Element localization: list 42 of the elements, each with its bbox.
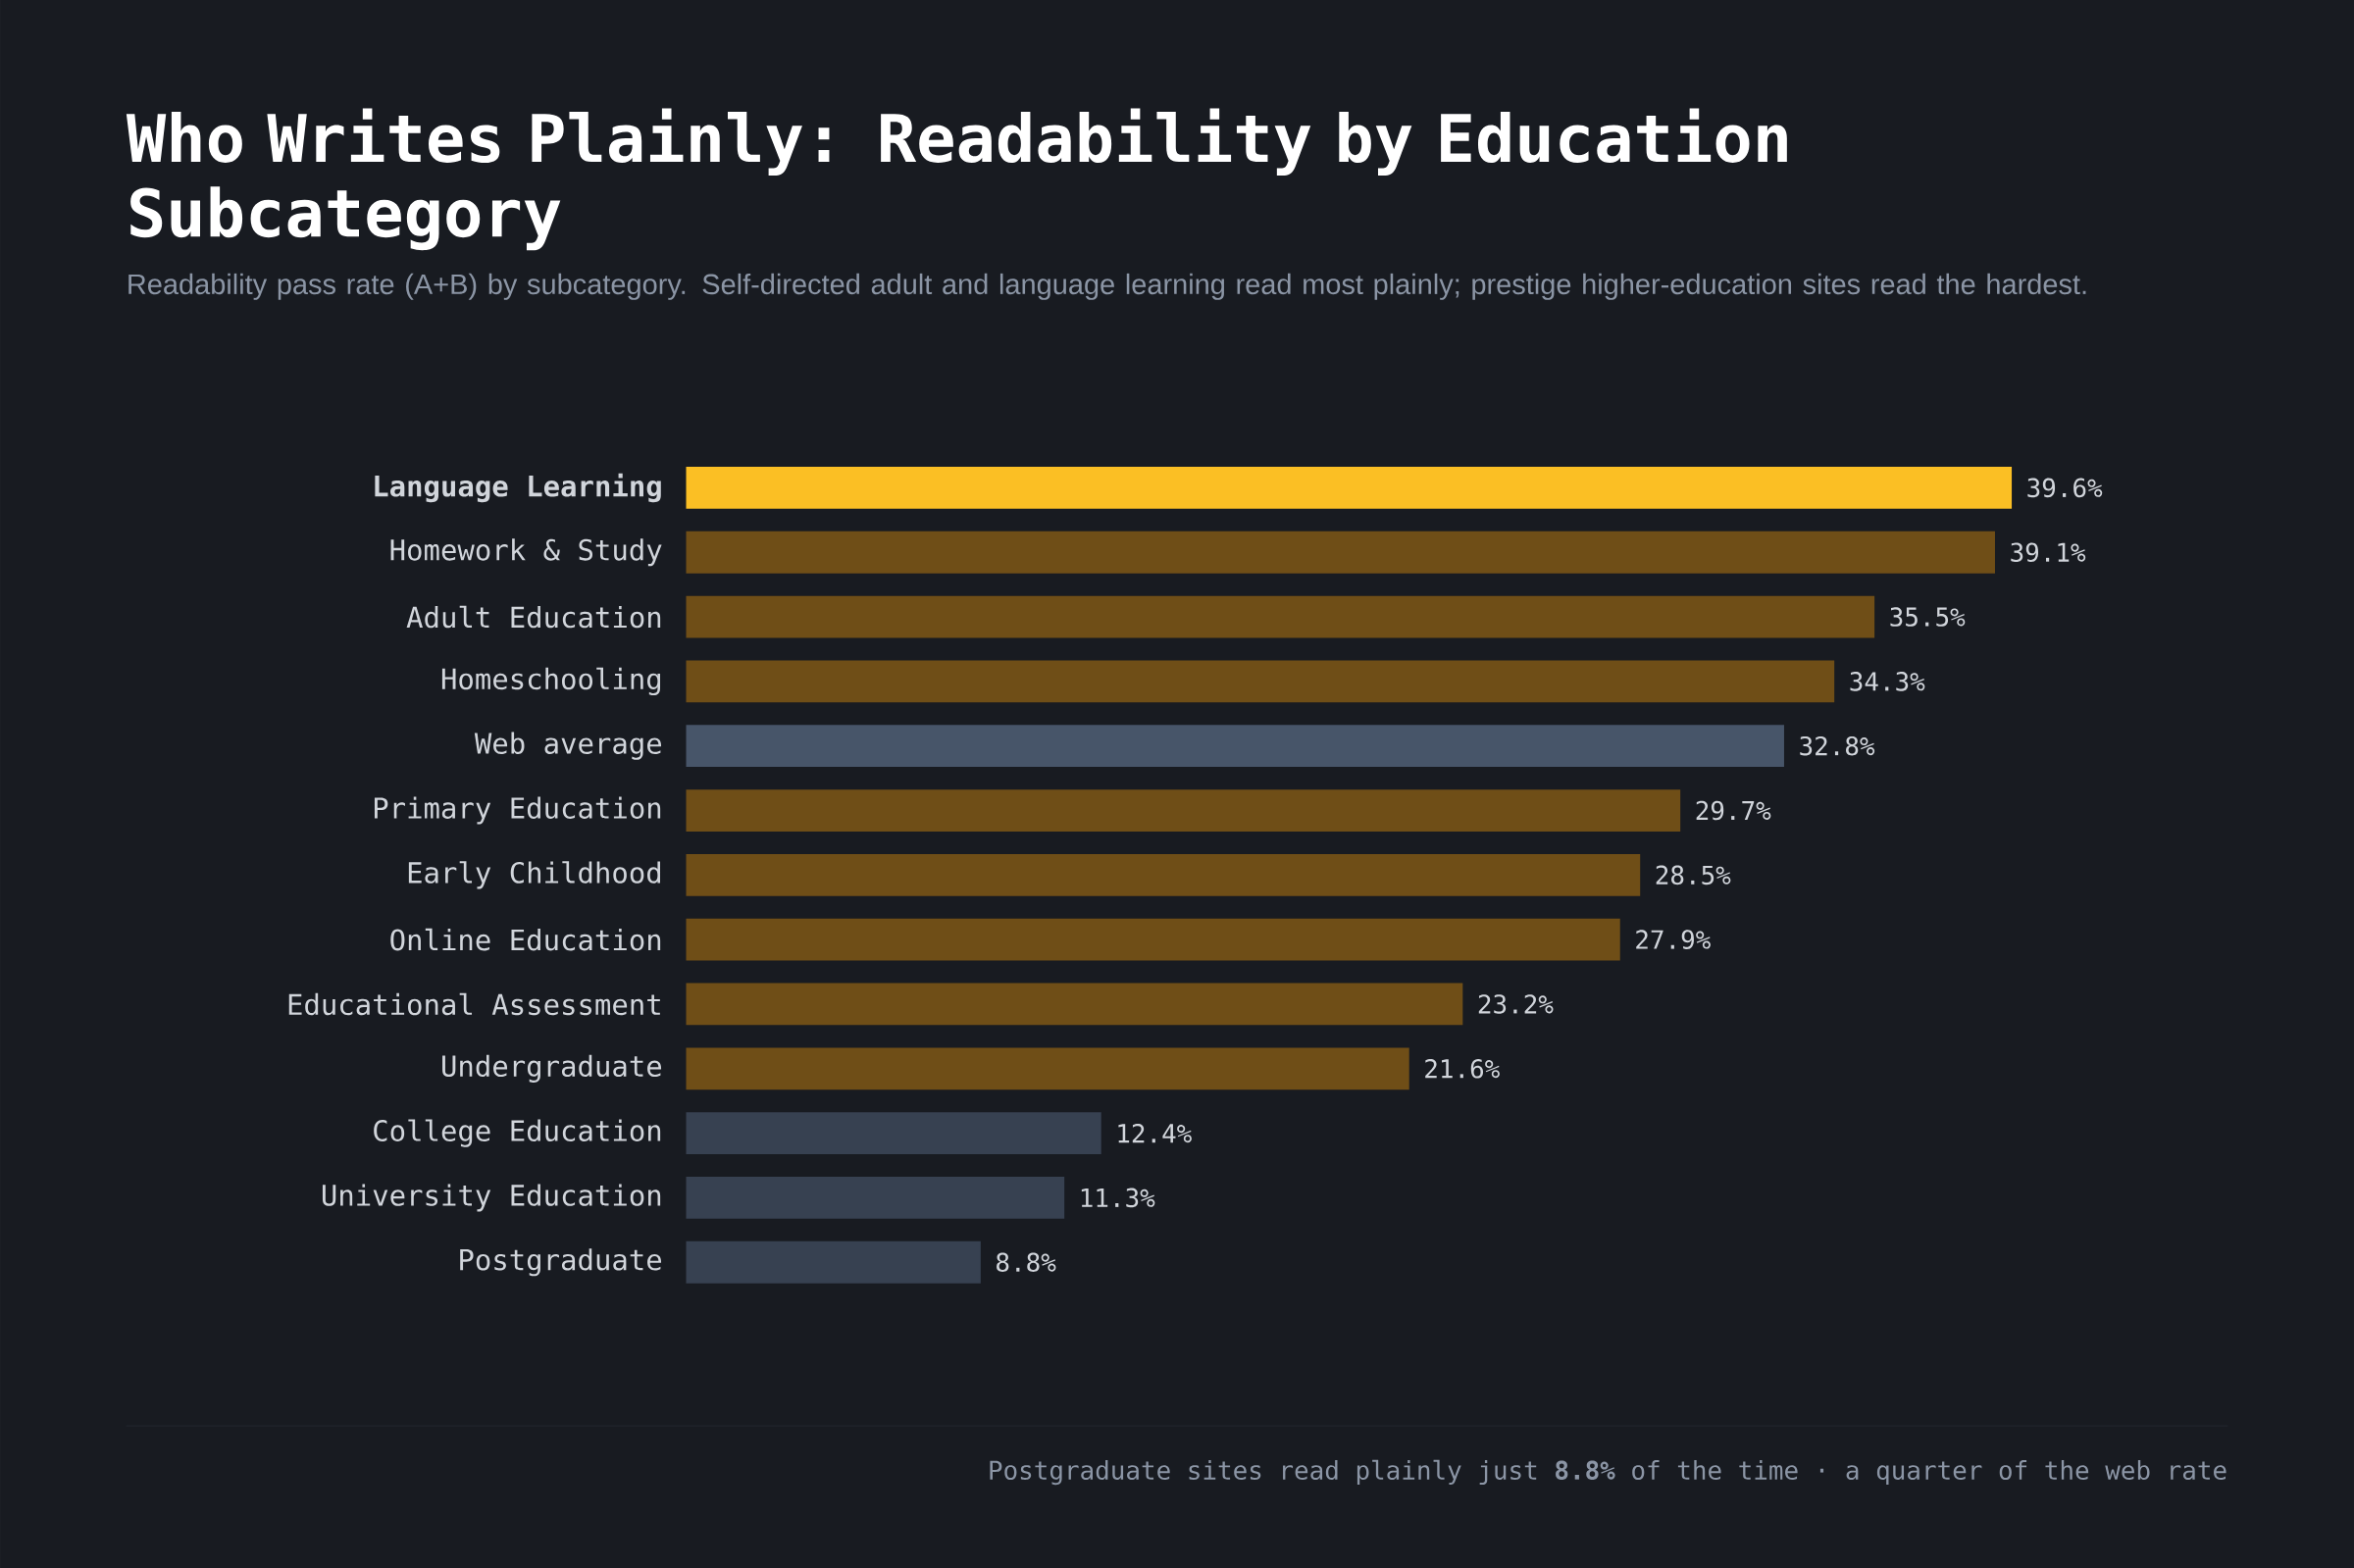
y-tick-label: Language Learning — [375, 473, 661, 502]
y-tick-label: Homework & Study — [390, 538, 662, 567]
bar — [686, 918, 1620, 961]
y-tick-label: Postgraduate — [460, 1247, 662, 1277]
y-tick-label: Early Childhood — [408, 861, 661, 889]
bar — [686, 1047, 1409, 1089]
y-tick-label: Primary Education — [374, 796, 661, 825]
y-tick-label: University Education — [322, 1184, 661, 1212]
data-label: 27.9% — [1636, 930, 1711, 949]
bar — [686, 1176, 1065, 1219]
data-label: 29.7% — [1696, 800, 1771, 821]
y-tick-label: Adult Education — [406, 605, 661, 629]
data-label: 11.3% — [1081, 1188, 1155, 1207]
data-label: 39.6% — [2027, 478, 2103, 497]
bar — [686, 1111, 1101, 1154]
y-tick-label: Online Education — [390, 928, 661, 951]
data-label: 23.2% — [1478, 993, 1554, 1014]
chart-title: Who Writes Plainly: Readability by Education Subcategory — [126, 108, 1787, 250]
bar — [686, 531, 1995, 574]
data-label: 34.3% — [1850, 671, 1925, 691]
data-label: 8.8% — [997, 1252, 1056, 1272]
y-tick-label: Undergraduate — [442, 1054, 662, 1083]
data-label: 12.4% — [1118, 1123, 1192, 1142]
bar — [686, 853, 1641, 896]
y-tick-label: College Education — [374, 1119, 661, 1147]
chart-subtitle: Readability pass rate (A+B) by subcategory. Self-directed adult and language learning read most plainly; prestige higher-education sites read the hardest. — [128, 273, 2086, 300]
y-tick-label: Homeschooling — [441, 667, 661, 695]
bar — [686, 595, 1875, 638]
bar — [686, 660, 1835, 703]
bar — [686, 466, 2013, 509]
data-label: 39.1% — [2011, 542, 2086, 562]
data-label: 28.5% — [1656, 865, 1731, 885]
bar — [686, 1240, 981, 1284]
y-tick-label: Web average — [474, 732, 662, 760]
data-label: 35.5% — [1890, 607, 1966, 627]
data-label: 32.8% — [1800, 735, 1875, 756]
bar — [686, 725, 1784, 767]
y-tick-label: Educational Assessment — [288, 992, 660, 1016]
data-label: 21.6% — [1425, 1058, 1500, 1079]
text: Postgraduate sites read plainly just 8.8% of the time · a quarter of the web rate — [990, 1459, 2226, 1485]
bar — [686, 983, 1463, 1026]
bar — [686, 788, 1681, 832]
